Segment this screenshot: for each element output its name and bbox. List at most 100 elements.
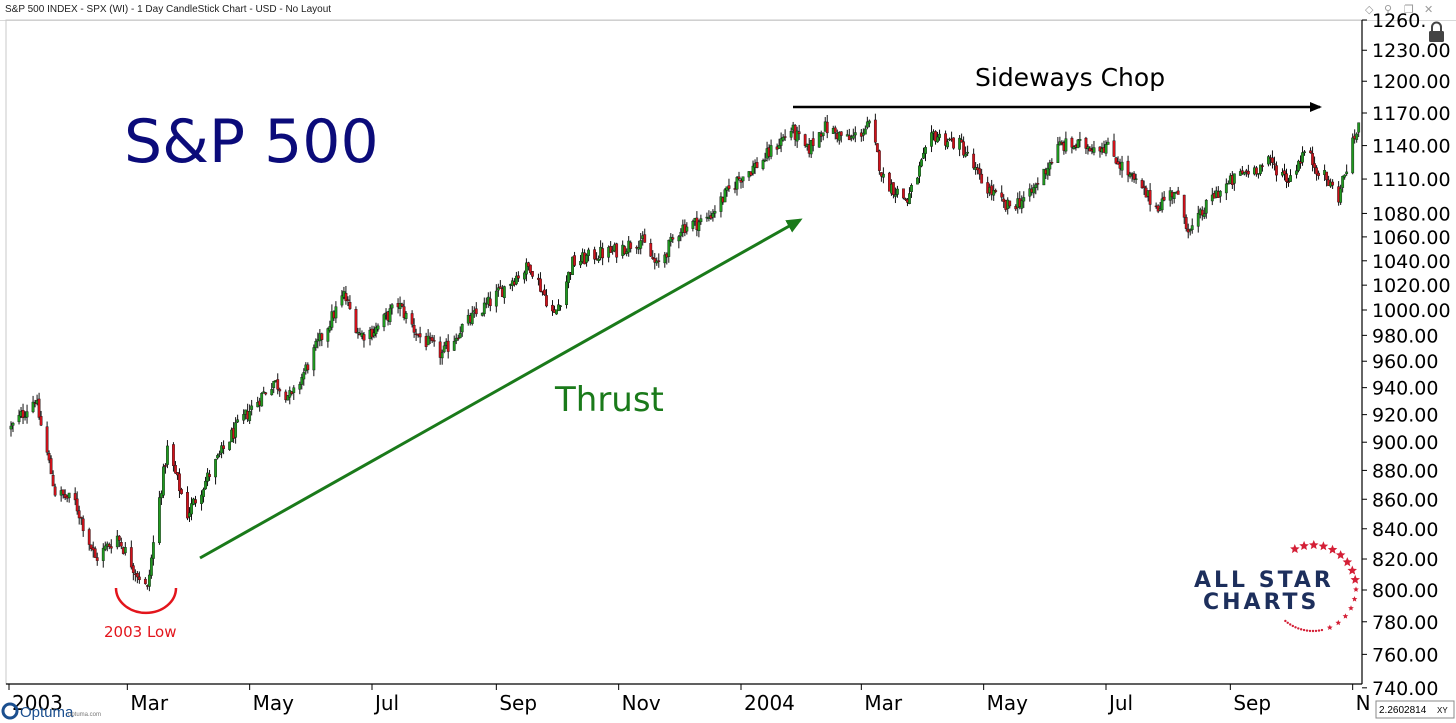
candle bbox=[1271, 150, 1274, 169]
candle bbox=[663, 251, 667, 268]
diamond-icon[interactable]: ◇ bbox=[1365, 3, 1374, 16]
candle bbox=[777, 138, 781, 149]
candle bbox=[1287, 177, 1290, 187]
candle bbox=[875, 143, 879, 153]
candle bbox=[1076, 139, 1080, 149]
candle bbox=[593, 246, 597, 265]
candle bbox=[723, 188, 727, 203]
candle bbox=[89, 544, 93, 552]
y-tick-label: 740.00 bbox=[1372, 678, 1438, 700]
candle bbox=[162, 463, 165, 499]
candle bbox=[769, 139, 773, 160]
candle bbox=[1022, 191, 1026, 208]
candle bbox=[853, 126, 857, 143]
candle bbox=[502, 285, 506, 304]
candle bbox=[697, 219, 701, 238]
lock-icon[interactable] bbox=[1429, 21, 1444, 43]
candle bbox=[39, 410, 43, 427]
candle bbox=[272, 380, 276, 394]
candle bbox=[516, 271, 520, 282]
candle bbox=[1128, 171, 1132, 179]
restore-icon[interactable]: ❐ bbox=[1404, 3, 1414, 16]
candle bbox=[629, 240, 633, 253]
candle bbox=[388, 304, 392, 325]
candle bbox=[1028, 183, 1032, 202]
logo-dot bbox=[1299, 628, 1303, 631]
candle bbox=[77, 505, 81, 525]
candle bbox=[1297, 159, 1300, 173]
candle bbox=[442, 341, 446, 354]
candle bbox=[817, 131, 821, 148]
candle bbox=[1232, 173, 1236, 191]
candle bbox=[567, 271, 570, 289]
candle bbox=[918, 161, 921, 184]
logo-dot bbox=[1320, 628, 1324, 632]
candle bbox=[480, 312, 484, 317]
candle bbox=[123, 542, 127, 556]
candle bbox=[117, 535, 121, 548]
candle bbox=[314, 338, 318, 351]
y-tick-label: 1040.00 bbox=[1372, 251, 1451, 273]
candle bbox=[470, 306, 474, 326]
candle bbox=[821, 132, 825, 141]
candle bbox=[1042, 168, 1046, 186]
candle bbox=[248, 404, 252, 425]
candle bbox=[639, 232, 643, 255]
candle bbox=[404, 311, 408, 324]
candle bbox=[699, 214, 703, 225]
candle bbox=[200, 490, 203, 511]
x-tick-label: 2004 bbox=[744, 691, 795, 715]
candle bbox=[1142, 180, 1146, 195]
candle bbox=[137, 571, 141, 584]
candle bbox=[1140, 178, 1144, 189]
candle bbox=[1056, 137, 1060, 163]
candle bbox=[276, 373, 280, 395]
candle bbox=[107, 542, 111, 550]
candle bbox=[845, 129, 849, 137]
candle bbox=[458, 326, 462, 339]
candle bbox=[61, 489, 65, 499]
x-tick-label: Mar bbox=[130, 691, 169, 715]
candle bbox=[129, 540, 133, 570]
close-icon[interactable]: ✕ bbox=[1424, 3, 1434, 16]
candle bbox=[302, 368, 306, 386]
candle bbox=[53, 483, 57, 497]
candle bbox=[1345, 164, 1349, 176]
y-tick-label: 880.00 bbox=[1372, 460, 1438, 482]
logo-dot bbox=[1308, 629, 1312, 633]
candle bbox=[972, 148, 976, 170]
candle bbox=[1132, 171, 1136, 183]
candle bbox=[298, 381, 302, 395]
candle bbox=[894, 187, 897, 204]
pin-icon[interactable]: ⚲ bbox=[1384, 3, 1393, 16]
logo-star bbox=[1351, 596, 1358, 602]
candle bbox=[398, 296, 402, 317]
candle bbox=[292, 385, 296, 400]
y-tick-label: 920.00 bbox=[1372, 405, 1438, 427]
candle bbox=[643, 228, 647, 243]
y-tick-label: 760.00 bbox=[1372, 644, 1438, 666]
candle bbox=[330, 304, 334, 331]
candle bbox=[206, 468, 209, 487]
candle bbox=[1341, 175, 1345, 193]
candle bbox=[494, 284, 498, 313]
candle bbox=[49, 455, 53, 475]
candle bbox=[1176, 186, 1180, 195]
candle bbox=[228, 441, 232, 451]
candle bbox=[1202, 207, 1206, 220]
candle bbox=[958, 135, 961, 157]
candle bbox=[320, 332, 324, 347]
candle bbox=[151, 535, 155, 566]
logo-dot bbox=[1297, 627, 1300, 630]
candle bbox=[204, 476, 207, 490]
candle bbox=[79, 516, 83, 525]
candle bbox=[527, 261, 530, 271]
candle bbox=[438, 336, 442, 365]
candle bbox=[651, 250, 655, 260]
candle bbox=[881, 167, 885, 184]
candle bbox=[1078, 131, 1082, 148]
candle bbox=[1086, 144, 1090, 155]
logo-dot bbox=[1302, 628, 1306, 632]
candle bbox=[382, 313, 386, 332]
